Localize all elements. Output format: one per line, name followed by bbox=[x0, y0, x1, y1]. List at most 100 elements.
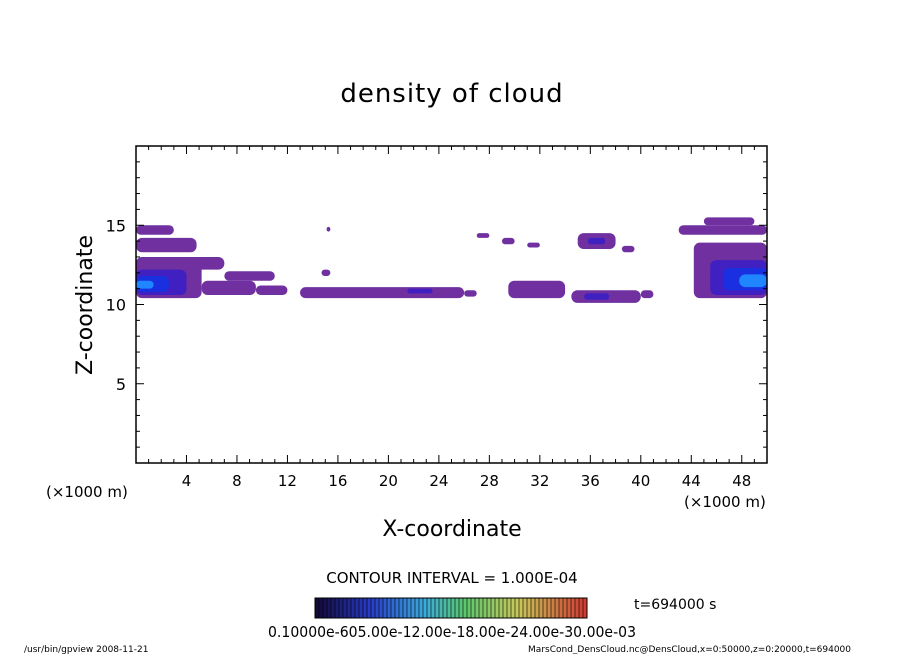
colorbar-labels: 0.10000e-605.00e-12.00e-18.00e-24.00e-30… bbox=[268, 623, 636, 641]
colorbar-segment bbox=[487, 598, 491, 618]
cloud-region bbox=[464, 290, 477, 297]
colorbar-segment bbox=[563, 598, 567, 618]
colorbar-segment bbox=[567, 598, 571, 618]
colorbar-segment bbox=[479, 598, 483, 618]
colorbar-segment bbox=[391, 598, 395, 618]
colorbar-segment bbox=[347, 598, 351, 618]
colorbar-segment bbox=[535, 598, 539, 618]
colorbar-segment bbox=[527, 598, 531, 618]
cloud-region bbox=[136, 280, 154, 289]
colorbar-segment bbox=[531, 598, 535, 618]
x-unit-label-right: (×1000 m) bbox=[684, 493, 766, 511]
cloud-region bbox=[527, 242, 540, 248]
colorbar-segment bbox=[547, 598, 551, 618]
colorbar-segment bbox=[447, 598, 451, 618]
colorbar-segment bbox=[383, 598, 387, 618]
colorbar-segment bbox=[423, 598, 427, 618]
x-tick-label: 48 bbox=[732, 472, 751, 490]
colorbar-segment bbox=[379, 598, 383, 618]
x-axis-label: X-coordinate bbox=[382, 517, 521, 542]
colorbar-segment bbox=[471, 598, 475, 618]
cloud-region bbox=[136, 225, 174, 235]
y-tick-label: 5 bbox=[116, 375, 126, 394]
colorbar-segment bbox=[579, 598, 583, 618]
cloud-region bbox=[255, 285, 288, 295]
y-axis-label: Z-coordinate bbox=[73, 235, 98, 375]
colorbar-segment bbox=[415, 598, 419, 618]
cloud-region bbox=[476, 233, 490, 238]
colorbar-segment bbox=[559, 598, 563, 618]
colorbar-segment bbox=[475, 598, 479, 618]
colorbar-segment bbox=[355, 598, 359, 618]
x-tick-label: 32 bbox=[530, 472, 549, 490]
x-tick-label: 12 bbox=[278, 472, 297, 490]
colorbar-segment bbox=[335, 598, 339, 618]
cloud-region bbox=[136, 237, 197, 253]
colorbar-segment bbox=[343, 598, 347, 618]
x-tick-label: 8 bbox=[232, 472, 242, 490]
cloud-region bbox=[640, 290, 654, 299]
x-tick-label: 44 bbox=[682, 472, 701, 490]
chart-title: density of cloud bbox=[340, 79, 563, 109]
y-tick-label: 15 bbox=[106, 216, 126, 235]
colorbar-segment bbox=[483, 598, 487, 618]
colorbar-segment bbox=[451, 598, 455, 618]
colorbar-segment bbox=[523, 598, 527, 618]
x-tick-label: 20 bbox=[379, 472, 398, 490]
cloud-region bbox=[584, 293, 610, 300]
cloud-region bbox=[300, 287, 465, 299]
x-axis: 4 8 12 16 20 24 28 32 36 40 44 48 bbox=[135, 146, 768, 490]
x-tick-label: 28 bbox=[480, 472, 499, 490]
cloud-region bbox=[326, 226, 331, 232]
cloud-region bbox=[703, 217, 755, 226]
colorbar-segment bbox=[515, 598, 519, 618]
colorbar-segment bbox=[503, 598, 507, 618]
cloud-region bbox=[587, 237, 606, 245]
colorbar-segment bbox=[319, 598, 323, 618]
colorbar-segment bbox=[435, 598, 439, 618]
colorbar-segment bbox=[459, 598, 463, 618]
colorbar-segment bbox=[439, 598, 443, 618]
x-unit-label-left: (×1000 m) bbox=[46, 483, 128, 501]
colorbar-segment bbox=[511, 598, 515, 618]
colorbar-segment bbox=[463, 598, 467, 618]
colorbar-segment bbox=[419, 598, 423, 618]
colorbar-segment bbox=[495, 598, 499, 618]
x-tick-label: 40 bbox=[631, 472, 650, 490]
y-axis: 5 10 15 bbox=[106, 145, 767, 464]
footer-left: /usr/bin/gpview 2008-11-21 bbox=[24, 645, 148, 654]
colorbar-segment bbox=[555, 598, 559, 618]
x-tick-label: 4 bbox=[182, 472, 192, 490]
colorbar-frame bbox=[314, 597, 588, 619]
cloud-region bbox=[407, 288, 433, 294]
colorbar-segment bbox=[403, 598, 407, 618]
colorbar-segment bbox=[395, 598, 399, 618]
colorbar-segment bbox=[323, 598, 327, 618]
x-tick-label: 24 bbox=[429, 472, 448, 490]
colorbar-segment bbox=[543, 598, 547, 618]
colorbar-segment bbox=[327, 598, 331, 618]
cloud-region bbox=[621, 245, 635, 253]
cloud-region bbox=[201, 280, 256, 295]
colorbar-segment bbox=[571, 598, 575, 618]
colorbar-segment bbox=[363, 598, 367, 618]
colorbar-segment bbox=[455, 598, 459, 618]
colorbar-segment bbox=[467, 598, 471, 618]
colorbar-segment bbox=[375, 598, 379, 618]
colorbar-segment bbox=[507, 598, 511, 618]
colorbar-segment bbox=[399, 598, 403, 618]
colorbar-segment bbox=[315, 598, 319, 618]
colorbar-segment bbox=[351, 598, 355, 618]
colorbar-segment bbox=[583, 598, 587, 618]
colorbar-segment bbox=[411, 598, 415, 618]
y-tick-label: 10 bbox=[106, 296, 126, 315]
cloud-region bbox=[678, 225, 767, 235]
colorbar bbox=[314, 598, 587, 618]
contour-interval-label: CONTOUR INTERVAL = 1.000E-04 bbox=[326, 569, 577, 587]
x-tick-label: 16 bbox=[328, 472, 347, 490]
cloud-region bbox=[224, 271, 275, 281]
plot-frame bbox=[135, 145, 768, 464]
colorbar-segment bbox=[387, 598, 391, 618]
colorbar-segment bbox=[427, 598, 431, 618]
